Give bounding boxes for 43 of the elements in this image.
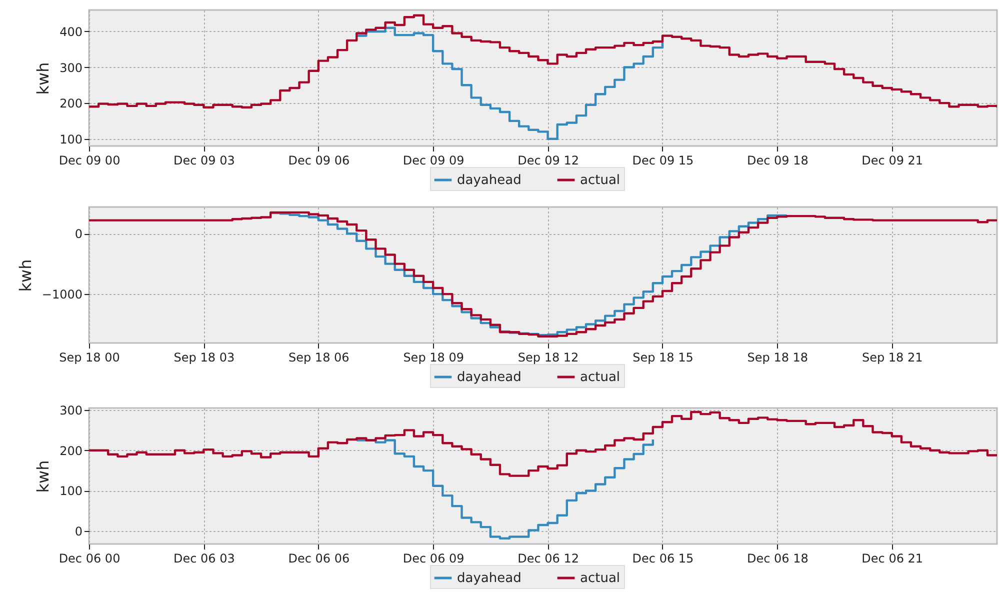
x-tick-label: Dec 06 12 [518,552,579,566]
y-axis-title: kwh [34,62,53,95]
y-tick-label: 200 [60,96,82,111]
x-tick-label: Dec 06 18 [746,552,808,566]
x-tick-label: Sep 18 03 [174,350,235,364]
x-tick-label: Dec 09 00 [58,154,120,168]
y-tick-label: 100 [60,484,82,498]
x-tick-label: Dec 09 18 [746,154,808,168]
y-tick-label: 300 [60,404,82,418]
y-tick-label: 100 [60,132,82,146]
legend-label: actual [580,370,620,385]
x-tick-label: Dec 09 15 [632,154,694,168]
x-tick-label: Dec 06 06 [288,552,350,566]
x-tick-label: Sep 18 09 [403,350,464,364]
legend-label: dayahead [457,173,522,188]
y-tick-label: 200 [60,444,82,458]
x-tick-label: Sep 18 18 [747,350,808,364]
x-tick-label: Dec 09 03 [174,154,235,168]
x-tick-label: Dec 09 06 [288,154,350,168]
x-tick-label: Sep 18 00 [59,350,120,364]
y-tick-label: −1000 [42,288,82,302]
y-tick-label: 300 [60,60,82,75]
x-tick-label: Dec 06 03 [174,552,235,566]
y-tick-label: 0 [74,227,82,242]
y-tick-label: 400 [60,24,82,39]
x-tick-label: Dec 06 00 [58,552,120,566]
legend-label: actual [580,173,620,188]
x-tick-label: Dec 06 15 [632,552,694,566]
x-tick-label: Sep 18 21 [862,350,923,364]
y-axis-title: kwh [34,460,53,493]
x-tick-label: Dec 09 21 [862,154,924,168]
x-tick-label: Dec 09 09 [402,154,464,168]
legend-label: actual [580,571,620,586]
x-tick-label: Dec 06 09 [402,552,464,566]
x-tick-label: Dec 09 12 [518,154,579,168]
x-tick-label: Sep 18 06 [288,350,350,364]
y-tick-label: 0 [74,524,82,539]
x-tick-label: Dec 06 21 [862,552,924,566]
y-axis-title: kwh [16,259,35,292]
legend-label: dayahead [457,571,522,586]
x-tick-label: Sep 18 12 [518,350,579,364]
x-tick-label: Sep 18 15 [632,350,694,364]
legend-label: dayahead [457,370,522,385]
